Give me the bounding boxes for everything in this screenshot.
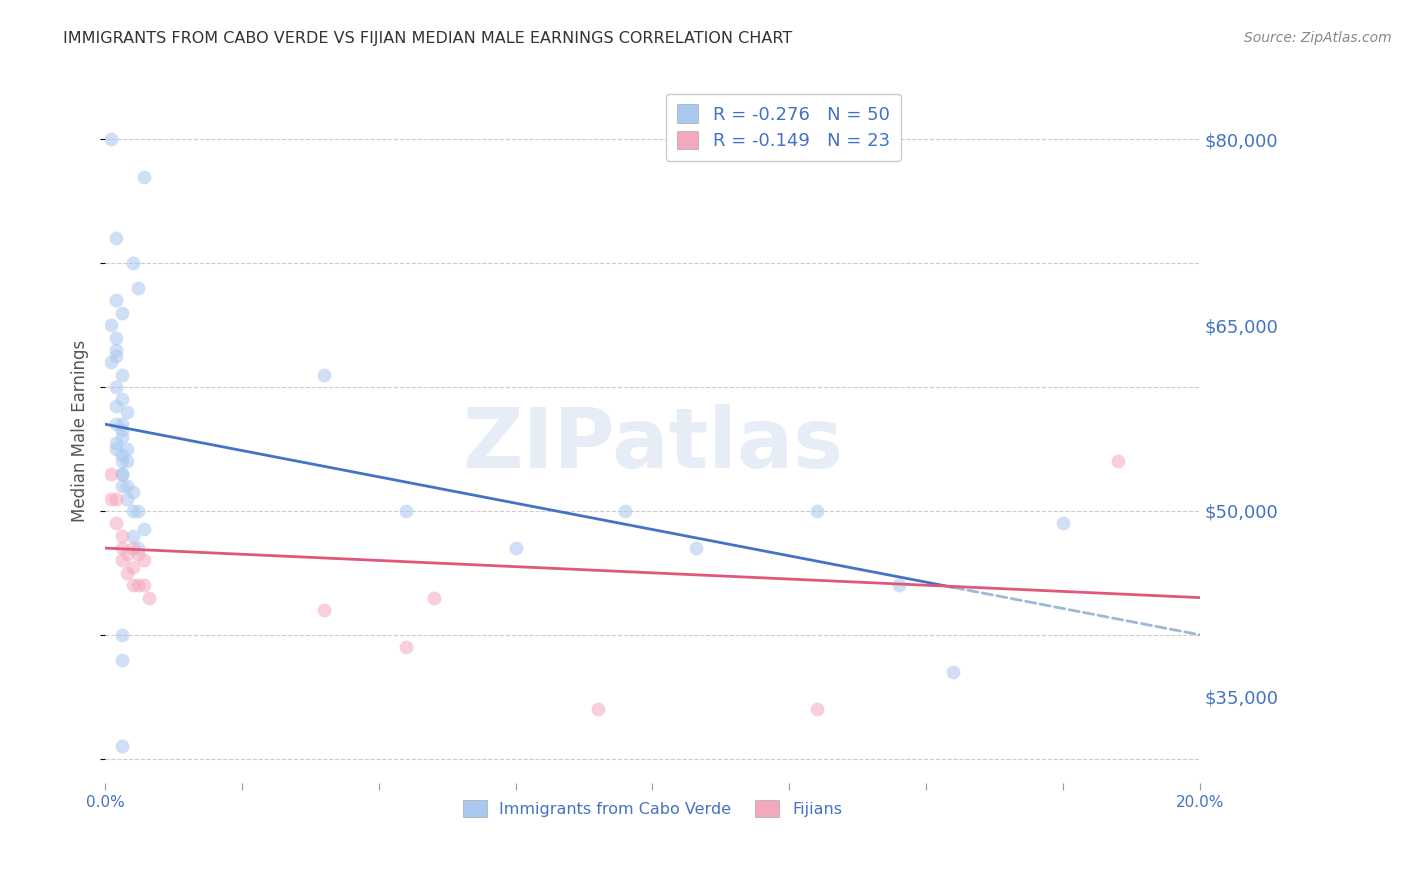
Point <box>132 523 155 537</box>
Point <box>127 541 149 555</box>
Point <box>105 516 128 531</box>
Point <box>138 591 160 605</box>
Point <box>395 504 418 518</box>
Point <box>105 349 128 363</box>
Point <box>105 442 128 456</box>
Point <box>105 380 128 394</box>
Point <box>132 578 155 592</box>
Point <box>111 417 134 432</box>
Point <box>111 454 134 468</box>
Point <box>314 368 336 382</box>
Point <box>100 467 122 481</box>
Point <box>105 435 128 450</box>
Point <box>111 541 134 555</box>
Point <box>111 368 134 382</box>
Point <box>105 330 128 344</box>
Point <box>111 739 134 754</box>
Point <box>111 467 134 481</box>
Point <box>115 405 138 419</box>
Point <box>111 429 134 443</box>
Point <box>121 578 143 592</box>
Point <box>132 553 155 567</box>
Point <box>942 665 965 679</box>
Point <box>395 640 418 655</box>
Point <box>121 504 143 518</box>
Point <box>685 541 707 555</box>
Point <box>806 702 828 716</box>
Point <box>115 491 138 506</box>
Point <box>105 399 128 413</box>
Point <box>121 256 143 270</box>
Point <box>422 591 444 605</box>
Point <box>100 355 122 369</box>
Point <box>115 479 138 493</box>
Point <box>115 442 138 456</box>
Legend: Immigrants from Cabo Verde, Fijians: Immigrants from Cabo Verde, Fijians <box>454 792 851 825</box>
Point <box>111 306 134 320</box>
Y-axis label: Median Male Earnings: Median Male Earnings <box>72 339 89 522</box>
Point <box>115 454 138 468</box>
Point <box>127 281 149 295</box>
Text: Source: ZipAtlas.com: Source: ZipAtlas.com <box>1244 31 1392 45</box>
Point <box>111 467 134 481</box>
Point <box>111 424 134 438</box>
Point <box>127 504 149 518</box>
Point <box>614 504 637 518</box>
Point <box>586 702 609 716</box>
Point <box>105 293 128 308</box>
Point <box>105 491 128 506</box>
Point <box>121 541 143 555</box>
Point <box>115 566 138 580</box>
Point <box>115 547 138 561</box>
Point <box>111 392 134 407</box>
Point <box>111 529 134 543</box>
Point <box>111 479 134 493</box>
Text: ZIPatlas: ZIPatlas <box>463 404 844 485</box>
Point <box>105 417 128 432</box>
Point <box>121 485 143 500</box>
Point <box>1052 516 1074 531</box>
Point <box>100 132 122 146</box>
Point <box>887 578 910 592</box>
Point <box>111 448 134 462</box>
Point <box>100 318 122 333</box>
Point <box>127 578 149 592</box>
Point <box>1107 454 1129 468</box>
Point <box>121 529 143 543</box>
Point <box>105 231 128 245</box>
Text: IMMIGRANTS FROM CABO VERDE VS FIJIAN MEDIAN MALE EARNINGS CORRELATION CHART: IMMIGRANTS FROM CABO VERDE VS FIJIAN MED… <box>63 31 793 46</box>
Point <box>111 553 134 567</box>
Point <box>105 343 128 357</box>
Point <box>100 491 122 506</box>
Point <box>505 541 527 555</box>
Point <box>127 547 149 561</box>
Point <box>121 559 143 574</box>
Point <box>314 603 336 617</box>
Point <box>132 169 155 184</box>
Point <box>806 504 828 518</box>
Point <box>111 652 134 666</box>
Point <box>111 628 134 642</box>
